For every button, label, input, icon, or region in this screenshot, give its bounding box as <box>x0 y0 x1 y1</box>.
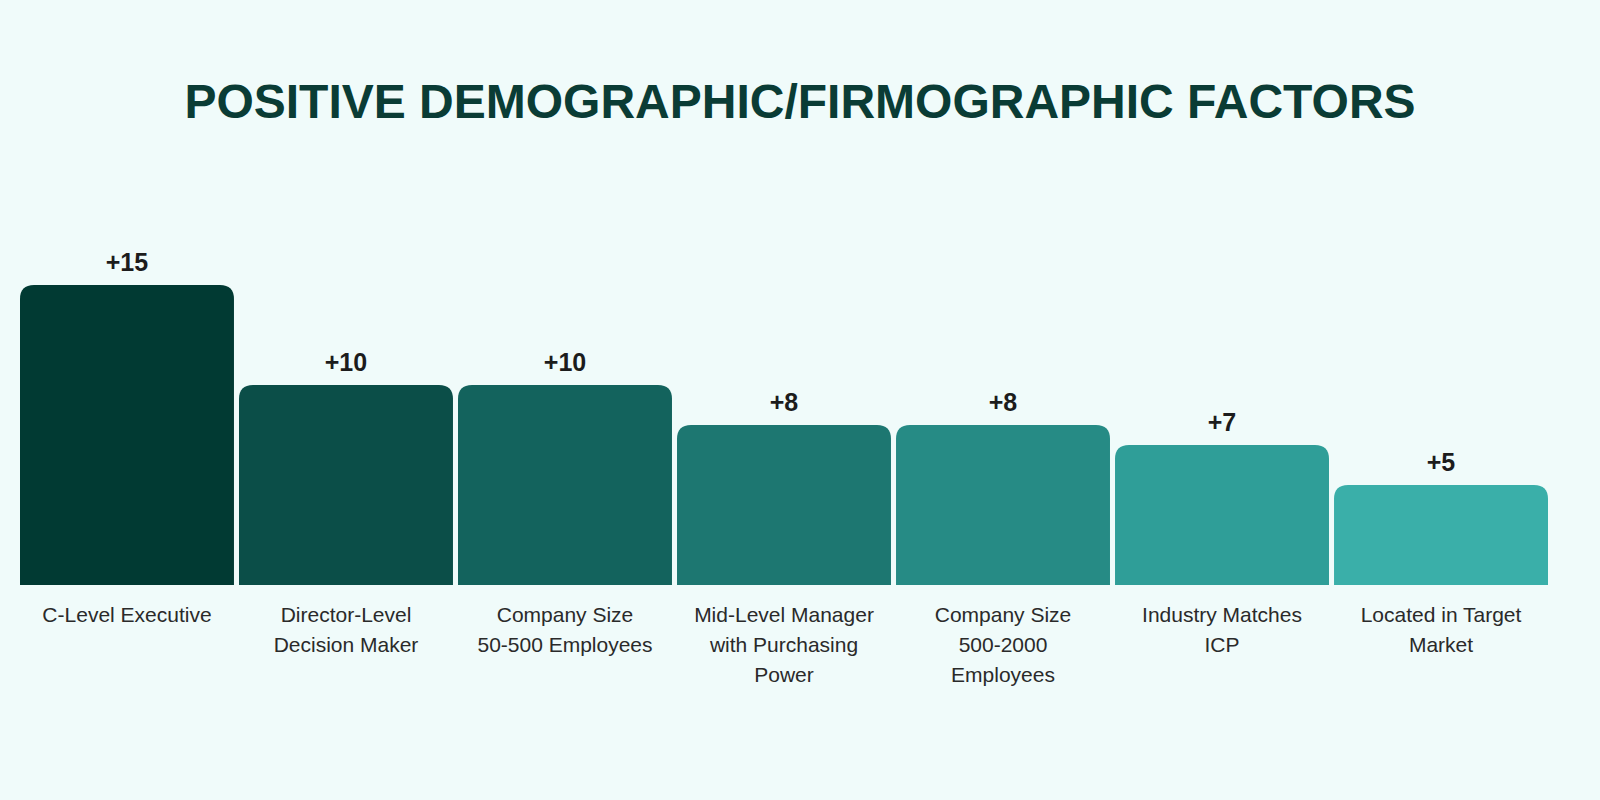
tick-label-line: Market <box>1409 633 1473 656</box>
chart: POSITIVE DEMOGRAPHIC/FIRMOGRAPHIC FACTOR… <box>0 0 1600 800</box>
tick-label-line: Company Size <box>935 603 1072 626</box>
tick-label-line: ICP <box>1205 633 1240 656</box>
tick-label-line: Employees <box>951 663 1055 686</box>
tick-label-line: C-Level Executive <box>42 603 211 626</box>
bar <box>1115 445 1329 585</box>
tick: C-Level Executive <box>42 603 211 626</box>
tick: Company Size 50-500 Employees <box>477 603 652 656</box>
tick-label: C-Level Executive <box>42 603 211 626</box>
tick-label-line: with Purchasing <box>709 633 858 656</box>
bars <box>20 285 1548 585</box>
tick-label: Company Size 50-500 Employees <box>477 603 652 656</box>
data-label: +10 <box>544 348 586 376</box>
data-label: +15 <box>106 248 149 276</box>
tick-label-line: 500-2000 <box>959 633 1048 656</box>
tick-label-line: Decision Maker <box>274 633 419 656</box>
tick-label-line: 50-500 Employees <box>477 633 652 656</box>
tick-label-line: Industry Matches <box>1142 603 1302 626</box>
data-label: +8 <box>770 388 799 416</box>
tick-label: Director-Level Decision Maker <box>274 603 419 656</box>
bar <box>896 425 1110 585</box>
tick-label-line: Company Size <box>497 603 634 626</box>
tick-label-line: Power <box>754 663 814 686</box>
tick-label-line: Director-Level <box>281 603 412 626</box>
x-axis: C-Level Executive Director-Level Decision … <box>42 603 1521 686</box>
tick-label: Mid-Level Manager with Purchasing Power <box>694 603 874 686</box>
tick: Company Size 500-2000 Employees <box>935 603 1072 686</box>
data-label: +5 <box>1427 448 1456 476</box>
data-labels: +15 +10 +10 +8 +8 +7 +5 <box>106 248 1456 476</box>
tick-label: Company Size 500-2000 Employees <box>935 603 1072 686</box>
tick: Director-Level Decision Maker <box>274 603 419 656</box>
background <box>0 0 1600 800</box>
data-label: +7 <box>1208 408 1237 436</box>
tick-label-line: Located in Target <box>1361 603 1522 626</box>
bar <box>20 285 234 585</box>
data-label: +8 <box>989 388 1018 416</box>
tick-label: Industry Matches ICP <box>1142 603 1302 656</box>
tick-label-line: Mid-Level Manager <box>694 603 874 626</box>
bar <box>677 425 891 585</box>
data-label: +10 <box>325 348 367 376</box>
bar <box>239 385 453 585</box>
bar <box>458 385 672 585</box>
bar <box>1334 485 1548 585</box>
tick-label: Located in Target Market <box>1361 603 1522 656</box>
tick: Mid-Level Manager with Purchasing Power <box>694 603 874 686</box>
title: POSITIVE DEMOGRAPHIC/FIRMOGRAPHIC FACTOR… <box>184 75 1415 128</box>
tick: Industry Matches ICP <box>1142 603 1302 656</box>
tick: Located in Target Market <box>1361 603 1522 656</box>
